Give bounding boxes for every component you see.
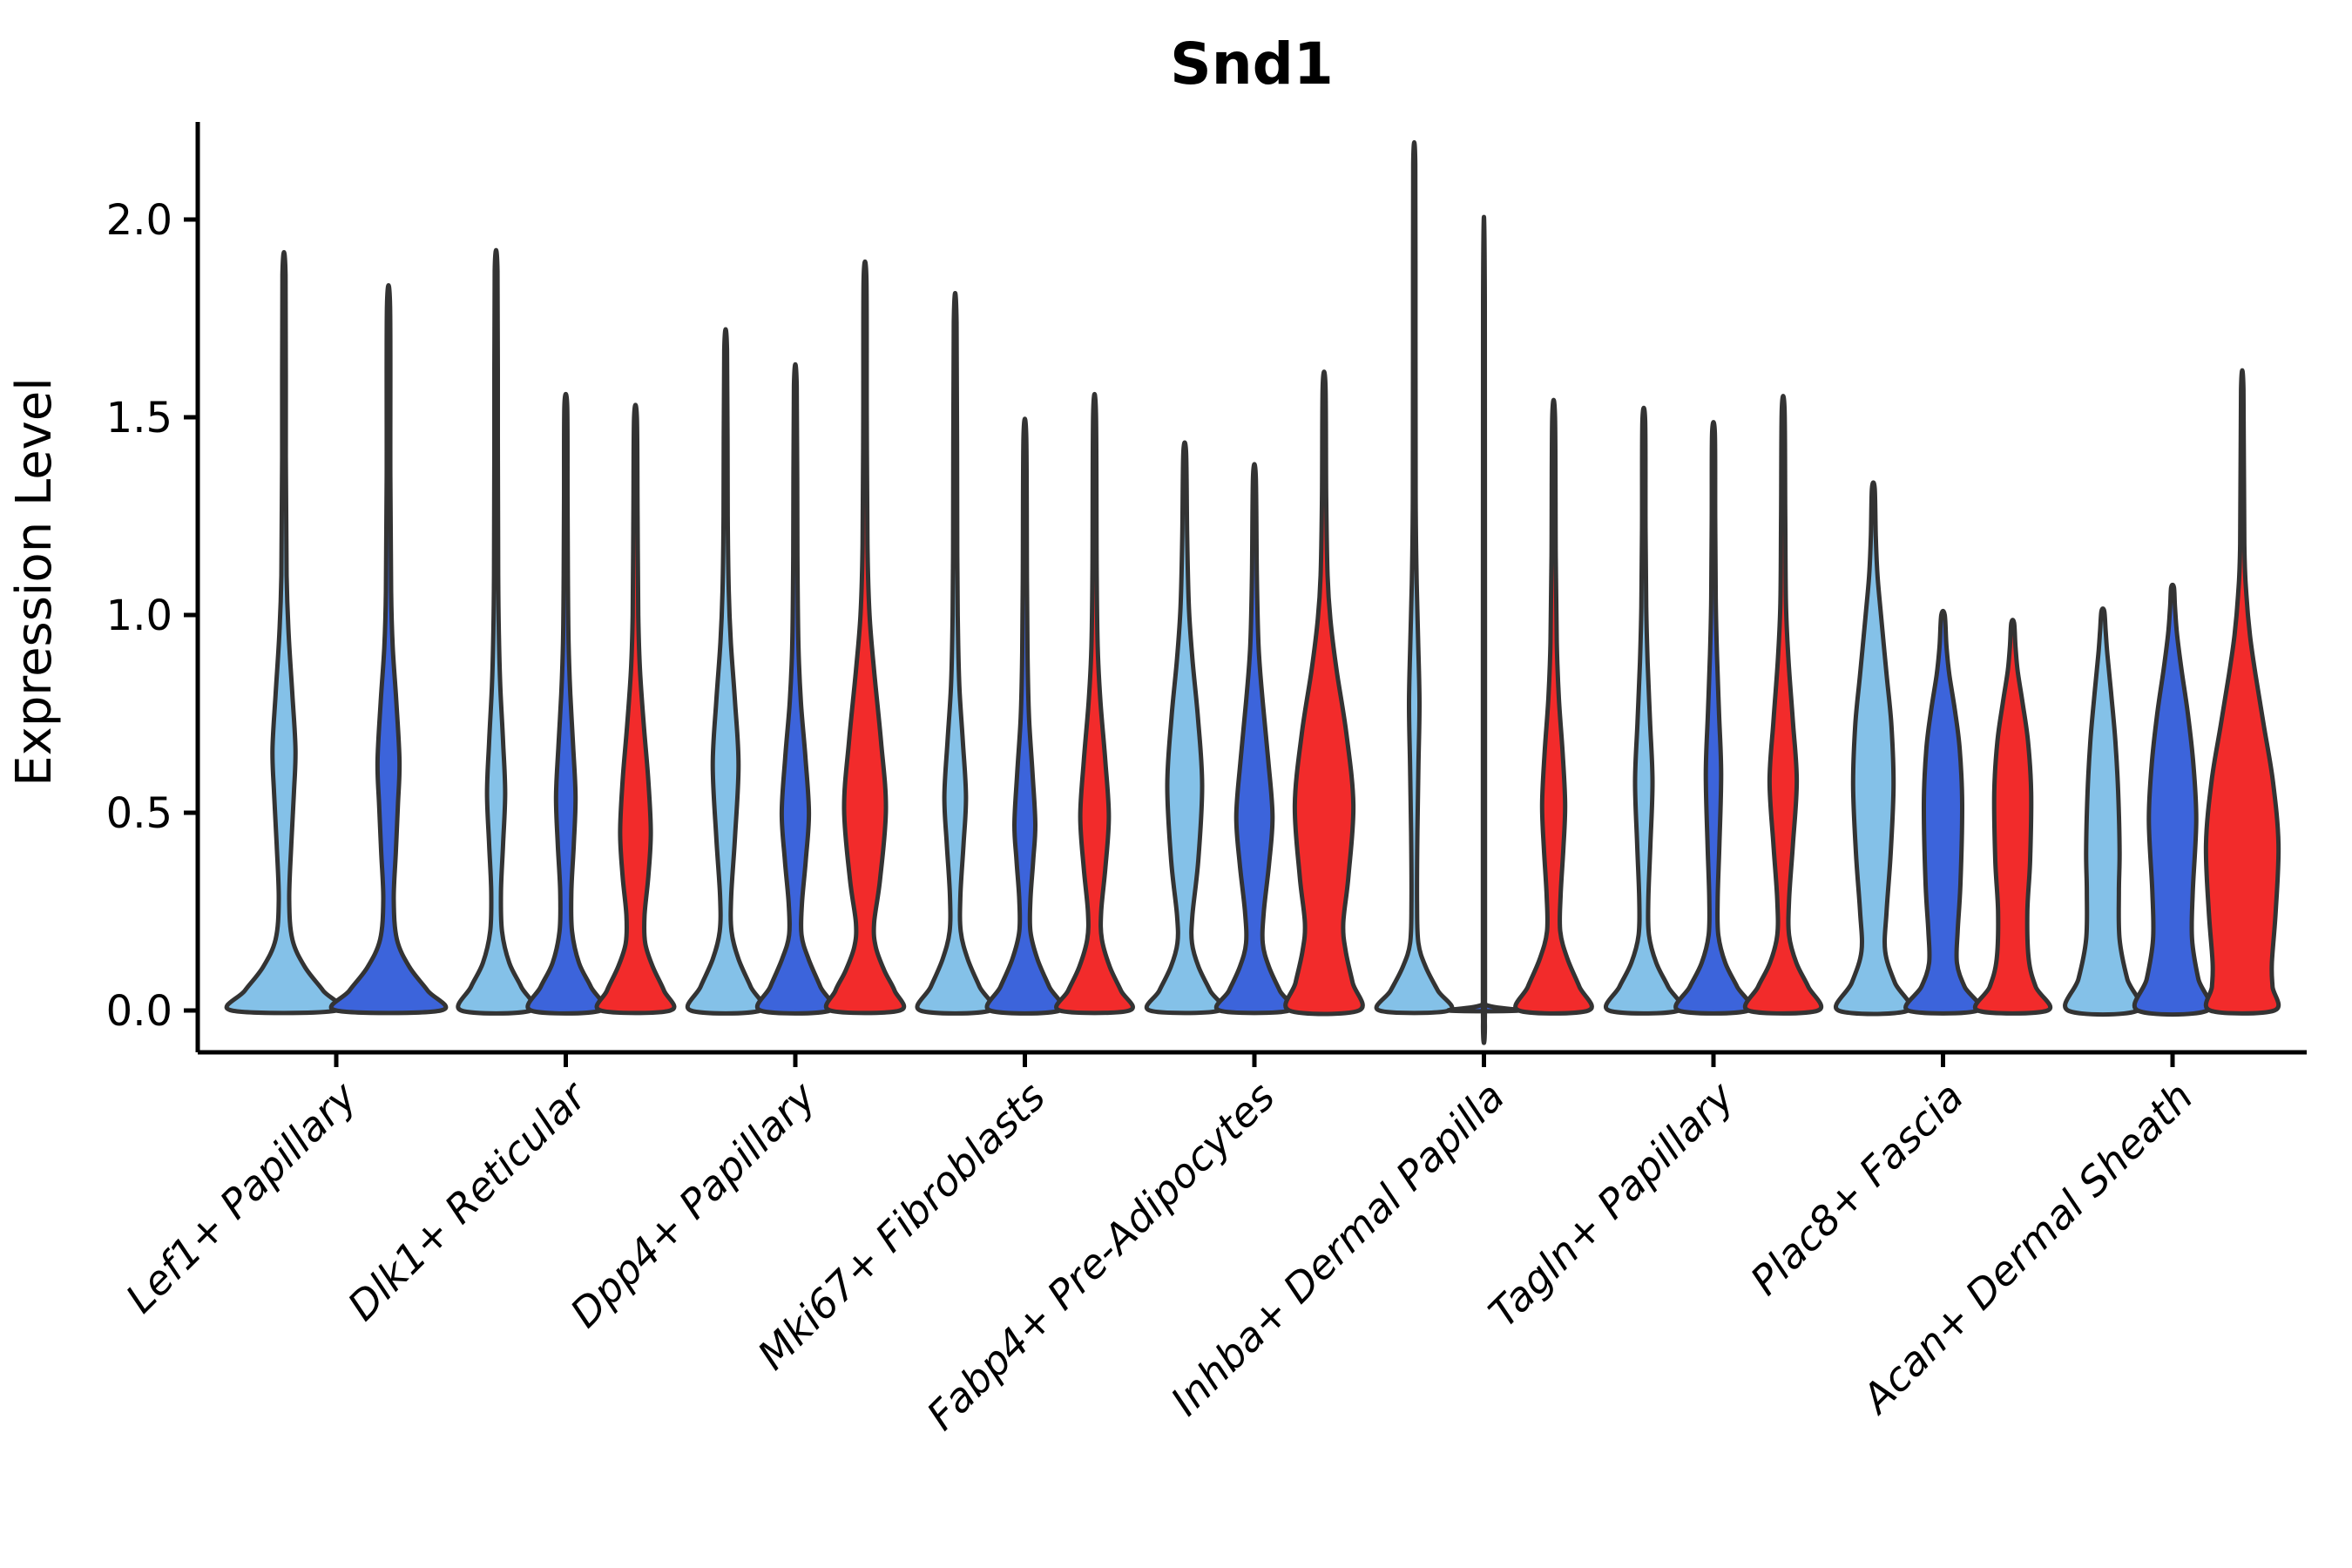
violin-inhba-dermal-papilla-red [1513, 397, 1594, 1016]
y-tick-label: 1.5 [106, 394, 172, 443]
x-tick-label-plac8-fascia: Plac8+ Fascia [1741, 1073, 1972, 1304]
violin-tagln-papillary-light-blue [1604, 405, 1684, 1016]
violin-dpp4-papillary-light-blue [685, 327, 767, 1016]
y-axis-label: Expression Level [6, 377, 63, 787]
x-tick-label-lef1-papillary: Lef1+ Papillary [117, 1072, 366, 1321]
violin-inhba-dermal-papilla-dark-blue [1446, 214, 1522, 1045]
y-tick-label: 1.0 [106, 591, 172, 640]
violin-fabp4-pre-adipocytes-red [1283, 369, 1365, 1017]
violin-fabp4-pre-adipocytes-dark-blue [1213, 462, 1295, 1016]
violin-tagln-papillary-dark-blue [1673, 420, 1754, 1016]
violin-lef1-papillary-dark-blue [328, 283, 449, 1016]
x-tick-label-dlk1-reticular: Dlk1+ Reticular [339, 1071, 598, 1329]
violin-mki67-fibroblasts-red [1054, 391, 1135, 1016]
x-tick-label-dpp4-papillary: Dpp4+ Papillary [561, 1072, 825, 1336]
violins-layer [224, 140, 2281, 1045]
violin-dlk1-reticular-red [594, 402, 677, 1016]
violin-dpp4-papillary-red [823, 259, 907, 1016]
violin-mki67-fibroblasts-light-blue [915, 291, 996, 1016]
y-tick-label: 0.0 [106, 987, 172, 1036]
violin-acan-dermal-sheath-dark-blue [2132, 582, 2213, 1017]
violin-dlk1-reticular-light-blue [456, 247, 537, 1016]
violin-dpp4-papillary-dark-blue [754, 362, 836, 1016]
violin-lef1-papillary-light-blue [224, 250, 344, 1016]
chart-title: Snd1 [1170, 30, 1334, 98]
y-tick-label: 2.0 [106, 196, 172, 245]
violin-plac8-fascia-red [1972, 618, 2053, 1016]
violin-acan-dermal-sheath-light-blue [2063, 606, 2143, 1017]
violin-acan-dermal-sheath-red [2203, 368, 2281, 1016]
violin-dlk1-reticular-dark-blue [525, 391, 606, 1016]
violin-tagln-papillary-red [1742, 394, 1824, 1016]
violin-plac8-fascia-light-blue [1834, 480, 1913, 1017]
violin-fabp4-pre-adipocytes-light-blue [1144, 440, 1226, 1016]
x-tick-label-tagln-papillary: Tagln+ Papillary [1479, 1072, 1743, 1336]
violin-inhba-dermal-papilla-light-blue [1374, 140, 1455, 1016]
y-axis-ticks: 0.0 0.5 1.0 1.5 2.0 [106, 196, 198, 1036]
violin-mki67-fibroblasts-dark-blue [984, 416, 1065, 1016]
violin-plac8-fascia-dark-blue [1903, 608, 1983, 1016]
y-tick-label: 0.5 [106, 789, 172, 838]
